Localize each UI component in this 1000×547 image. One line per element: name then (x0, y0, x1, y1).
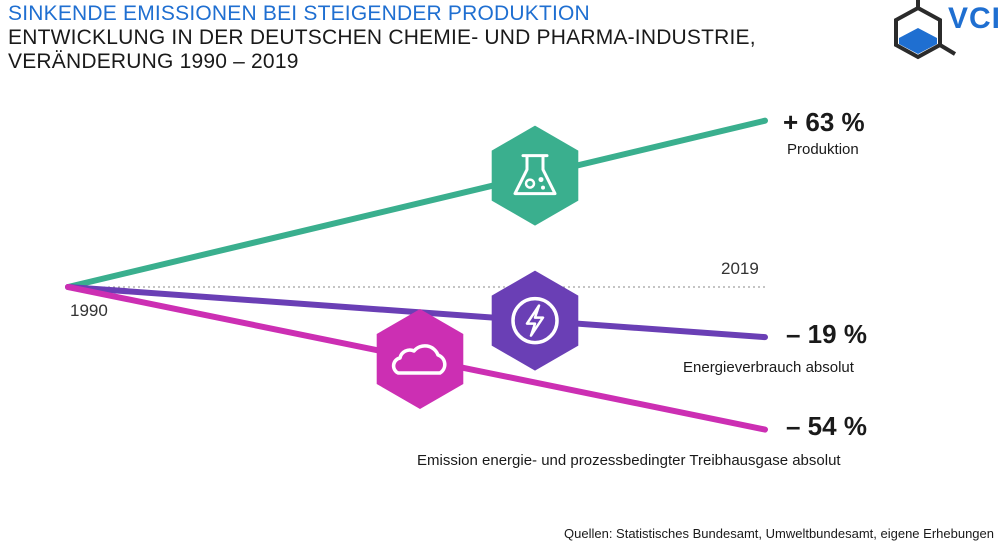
chart-subtitle-line1: ENTWICKLUNG IN DER DEUTSCHEN CHEMIE- UND… (8, 26, 756, 49)
series-label-produktion: Produktion (787, 140, 859, 158)
value-label-energie: – 19 % (786, 319, 867, 350)
value-label-emission: – 54 % (786, 410, 867, 441)
series-label-emission: Emission energie- und prozessbedingter T… (417, 451, 841, 469)
source-note: Quellen: Statistisches Bundesamt, Umwelt… (564, 526, 994, 541)
series-label-energie: Energieverbrauch absolut (683, 359, 854, 377)
series-line-produktion (65, 117, 768, 290)
chart-title: SINKENDE EMISSIONEN BEI STEIGENDER PRODU… (8, 2, 590, 25)
x-label-start: 1990 (70, 301, 108, 320)
chart-subtitle-line2: VERÄNDERUNG 1990 – 2019 (8, 50, 299, 73)
x-label-end: 2019 (721, 259, 759, 278)
logo-text: VCI (948, 2, 1000, 35)
vci-logo: VCI (880, 0, 1000, 80)
vci-hexagon-icon (894, 0, 957, 60)
value-label-produktion: + 63 % (783, 106, 865, 137)
header: SINKENDE EMISSIONEN BEI STEIGENDER PRODU… (8, 2, 756, 74)
lightning-icon (491, 270, 579, 371)
flask-icon (491, 125, 579, 226)
cloud-icon (376, 309, 464, 409)
